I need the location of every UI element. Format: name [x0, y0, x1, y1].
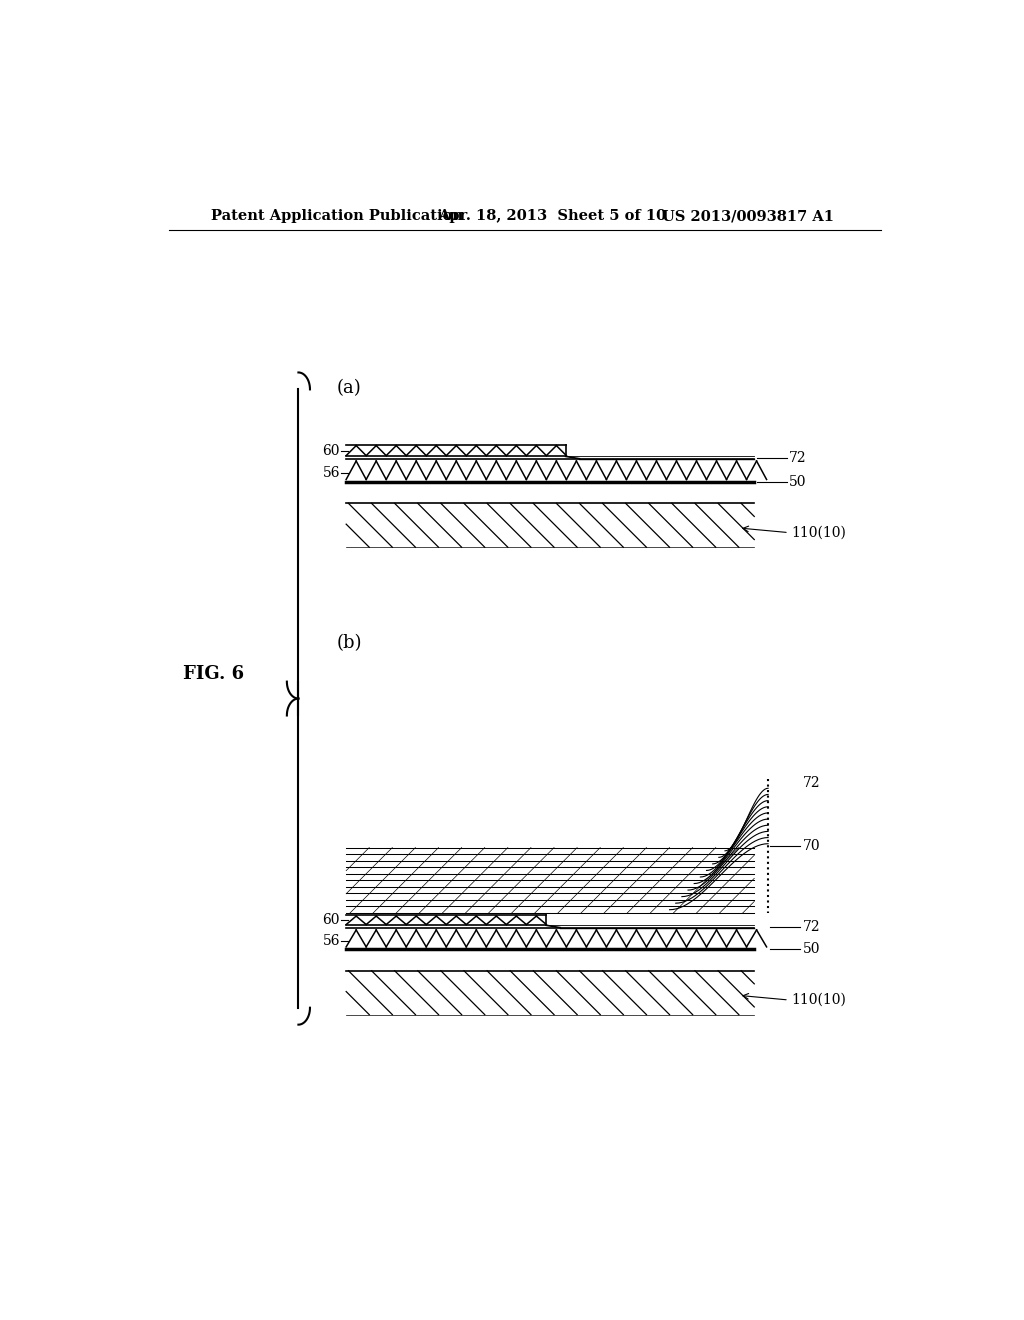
- Text: FIG. 6: FIG. 6: [183, 665, 245, 684]
- Text: Apr. 18, 2013  Sheet 5 of 10: Apr. 18, 2013 Sheet 5 of 10: [438, 209, 667, 223]
- Text: (b): (b): [337, 635, 362, 652]
- Text: 56: 56: [323, 466, 340, 480]
- Text: US 2013/0093817 A1: US 2013/0093817 A1: [662, 209, 834, 223]
- Text: 72: 72: [788, 451, 807, 465]
- Text: 72: 72: [803, 920, 820, 933]
- Text: 72: 72: [803, 776, 820, 789]
- Text: 60: 60: [323, 444, 340, 458]
- Text: 110(10): 110(10): [792, 993, 846, 1007]
- Text: (a): (a): [337, 379, 361, 397]
- Text: 60: 60: [323, 913, 340, 928]
- Text: 56: 56: [323, 935, 340, 949]
- Text: 110(10): 110(10): [792, 525, 846, 540]
- Text: 50: 50: [803, 942, 820, 956]
- Text: 50: 50: [788, 475, 807, 488]
- Text: Patent Application Publication: Patent Application Publication: [211, 209, 464, 223]
- Text: 70: 70: [803, 840, 820, 853]
